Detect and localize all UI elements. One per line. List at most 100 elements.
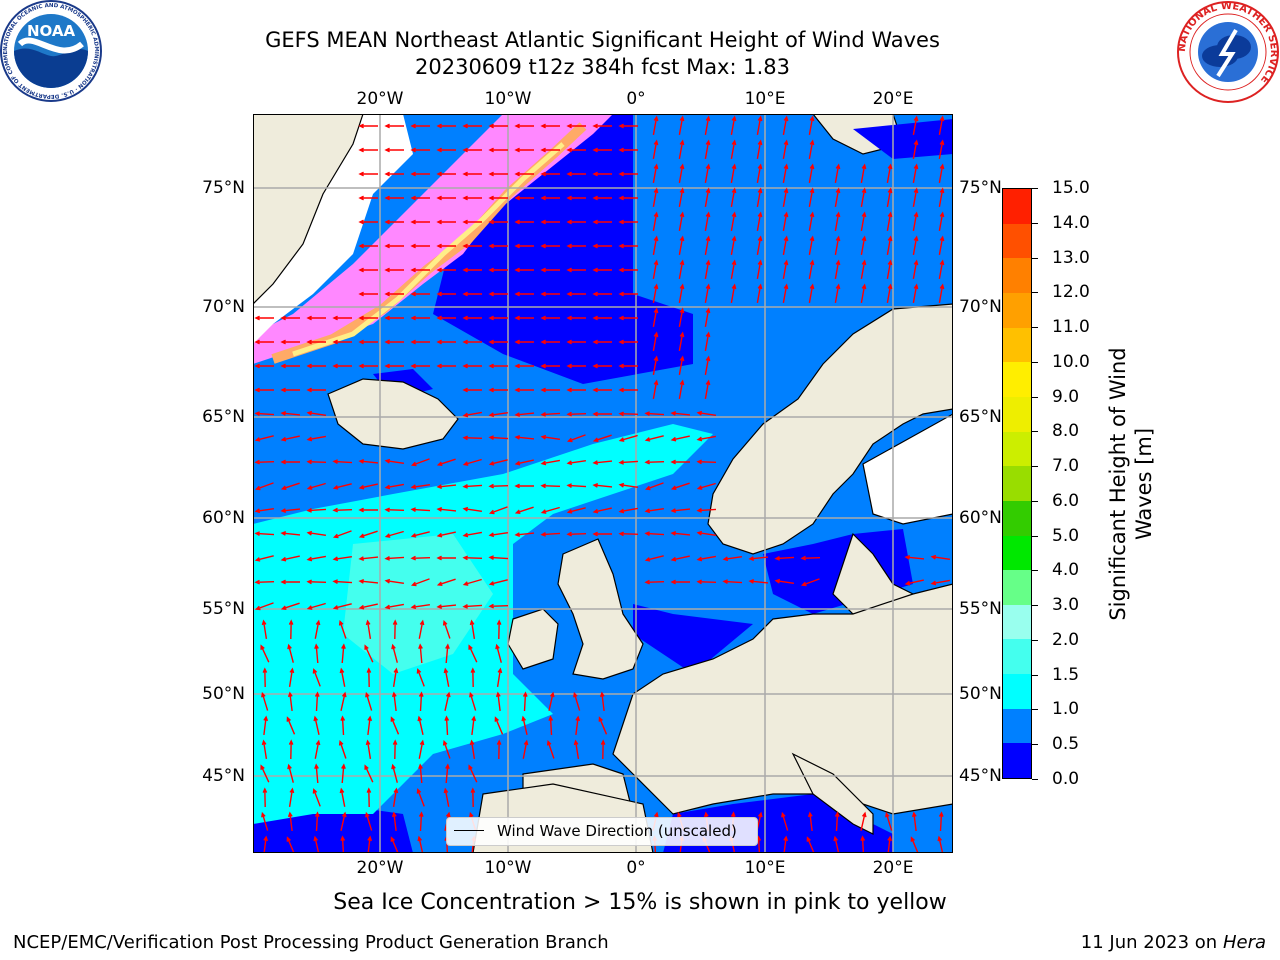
wind-arrow bbox=[332, 603, 352, 610]
wind-arrow bbox=[598, 716, 608, 735]
wind-arrow bbox=[488, 291, 508, 297]
wind-arrow bbox=[384, 123, 404, 129]
wind-arrow bbox=[730, 259, 737, 280]
wind-arrow bbox=[808, 283, 815, 304]
colorbar-segment bbox=[1003, 466, 1031, 501]
wind-arrow bbox=[410, 507, 431, 513]
wind-arrow bbox=[540, 459, 561, 466]
colorbar-tick-label: 4.0 bbox=[1052, 560, 1080, 581]
wind-arrow bbox=[488, 435, 509, 441]
wind-arrow bbox=[280, 508, 301, 513]
wind-arrow bbox=[592, 507, 612, 514]
wind-arrow bbox=[313, 835, 320, 853]
wind-arrow bbox=[254, 555, 274, 562]
wind-arrow bbox=[288, 787, 295, 808]
colorbar-label: Significant Height of Wind Waves [m] bbox=[1105, 347, 1157, 620]
wind-arrow bbox=[886, 235, 893, 256]
wind-arrow bbox=[782, 139, 789, 160]
wind-arrow bbox=[540, 411, 561, 417]
wind-arrow bbox=[470, 667, 476, 688]
wind-arrow bbox=[696, 410, 717, 416]
wind-arrow bbox=[704, 115, 711, 136]
wind-arrow bbox=[462, 363, 482, 369]
wind-arrow bbox=[592, 434, 612, 442]
map-panel bbox=[253, 114, 953, 853]
wind-arrow bbox=[280, 315, 300, 321]
wind-arrow bbox=[540, 147, 560, 153]
wind-arrow bbox=[670, 555, 690, 562]
wind-arrow bbox=[566, 267, 586, 273]
wind-arrow bbox=[306, 363, 326, 369]
wind-arrow bbox=[566, 387, 586, 393]
wind-arrow bbox=[644, 435, 664, 442]
footer-credit: NCEP/EMC/Verification Post Processing Pr… bbox=[13, 932, 609, 953]
wind-arrow bbox=[670, 579, 690, 585]
wind-arrow bbox=[488, 532, 509, 538]
colorbar-tick-mark bbox=[1032, 396, 1038, 398]
wind-arrow bbox=[488, 147, 508, 153]
wind-arrow bbox=[652, 211, 659, 232]
wind-arrow bbox=[860, 259, 867, 280]
wind-arrow bbox=[756, 187, 763, 208]
wind-arrow bbox=[410, 171, 430, 177]
wind-arrow bbox=[462, 339, 482, 345]
wind-arrow bbox=[495, 691, 501, 711]
colorbar-tick-label: 1.5 bbox=[1052, 664, 1080, 685]
wind-arrow bbox=[332, 339, 352, 345]
colorbar-segment bbox=[1003, 293, 1031, 328]
wind-arrow bbox=[365, 691, 373, 711]
wind-arrow bbox=[748, 556, 769, 561]
wind-arrow bbox=[592, 243, 612, 249]
wind-arrow bbox=[471, 715, 477, 735]
wind-arrow bbox=[592, 219, 612, 225]
wind-arrow bbox=[782, 235, 789, 256]
wind-arrow bbox=[280, 339, 300, 345]
colorbar-tick-mark bbox=[1032, 535, 1038, 537]
wind-arrow bbox=[514, 147, 534, 153]
wind-arrow bbox=[573, 739, 580, 760]
wind-arrow bbox=[566, 147, 586, 153]
wind-arrow bbox=[418, 643, 423, 664]
wind-arrow bbox=[808, 211, 815, 232]
wind-arrow bbox=[306, 579, 327, 585]
wind-arrow bbox=[366, 787, 372, 808]
colorbar-segment bbox=[1003, 362, 1031, 397]
wind-arrow bbox=[704, 331, 711, 352]
wind-arrow bbox=[566, 291, 586, 297]
wind-arrow bbox=[358, 339, 378, 345]
wind-arrow bbox=[358, 315, 378, 321]
wind-arrow bbox=[644, 508, 665, 514]
wind-arrow bbox=[488, 579, 508, 586]
wind-arrow bbox=[358, 363, 378, 369]
wind-arrow bbox=[756, 211, 763, 232]
colorbar-tick-mark bbox=[1032, 361, 1038, 363]
wind-arrow bbox=[678, 283, 685, 304]
wind-arrow bbox=[358, 579, 379, 584]
wind-arrow bbox=[678, 355, 685, 376]
map-frame bbox=[253, 114, 953, 853]
wind-arrow bbox=[756, 139, 763, 160]
wind-arrow bbox=[384, 458, 405, 464]
wind-arrow bbox=[261, 619, 268, 640]
wind-arrow bbox=[410, 291, 430, 297]
wind-arrow bbox=[314, 811, 320, 832]
wind-arrow bbox=[782, 259, 789, 280]
wind-arrow bbox=[254, 339, 274, 345]
wind-arrow bbox=[384, 578, 405, 584]
wind-arrow bbox=[306, 459, 327, 465]
wind-arrow bbox=[782, 283, 789, 304]
wind-arrow bbox=[887, 835, 893, 853]
noaa-logo: NOAA NATIONAL OCEANIC AND ATMOSPHERIC AD… bbox=[0, 0, 102, 102]
wind-arrow bbox=[496, 739, 502, 760]
continental-europe bbox=[612, 583, 953, 815]
wind-arrow bbox=[417, 715, 424, 735]
lat-tick-left: 70°N bbox=[202, 297, 245, 317]
wind-arrow bbox=[860, 811, 867, 831]
wind-arrow bbox=[340, 691, 347, 711]
wind-arrow bbox=[860, 283, 867, 304]
wind-arrow bbox=[618, 482, 639, 488]
wind-arrow bbox=[678, 115, 685, 136]
wind-arrow bbox=[384, 603, 405, 610]
wind-arrow bbox=[592, 147, 612, 153]
wind-arrow bbox=[436, 267, 456, 273]
